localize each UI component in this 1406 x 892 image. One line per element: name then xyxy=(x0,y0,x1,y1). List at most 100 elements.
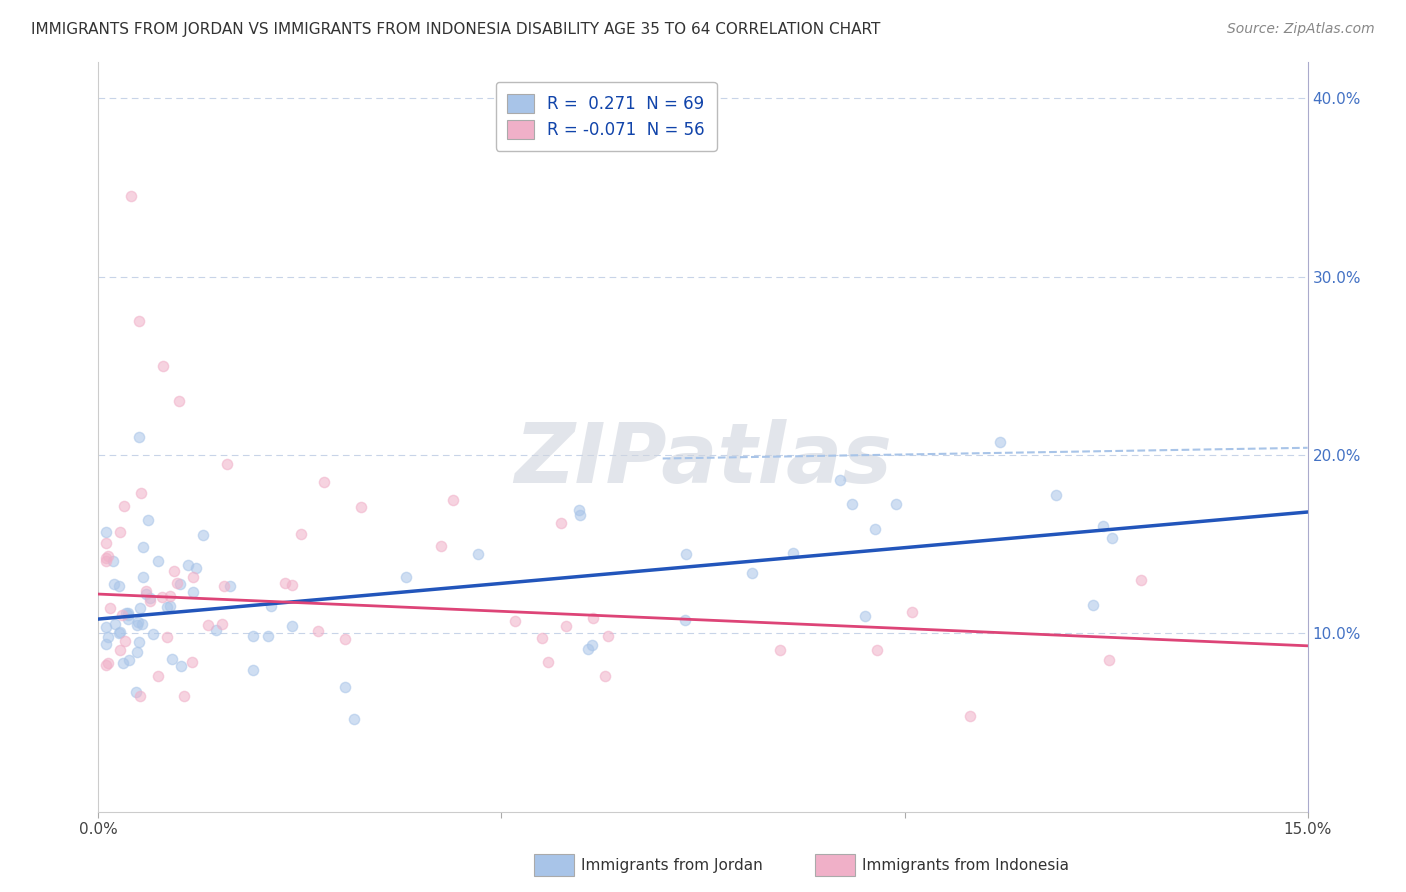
Point xyxy=(576,642,599,657)
Point xyxy=(97,549,120,563)
Point xyxy=(853,608,876,623)
Point xyxy=(395,570,418,584)
Point xyxy=(103,554,125,568)
Point xyxy=(160,652,183,666)
Point xyxy=(159,589,181,603)
Point xyxy=(550,516,572,530)
Point xyxy=(1101,531,1123,545)
Text: Immigrants from Jordan: Immigrants from Jordan xyxy=(581,858,762,872)
Point xyxy=(197,618,219,632)
Point xyxy=(97,630,120,644)
Point xyxy=(841,497,863,511)
Point xyxy=(531,632,554,646)
Point xyxy=(96,550,118,565)
Point xyxy=(828,473,851,487)
Point xyxy=(108,642,131,657)
Point xyxy=(115,606,138,620)
Point xyxy=(110,525,132,540)
Point xyxy=(127,615,149,629)
Point xyxy=(150,590,173,604)
Point xyxy=(350,500,373,515)
Point xyxy=(959,709,981,723)
Point xyxy=(112,499,135,513)
Point xyxy=(212,579,235,593)
Point xyxy=(1083,598,1105,612)
Point xyxy=(132,570,155,584)
Point xyxy=(117,612,139,626)
Point xyxy=(242,629,264,643)
Point xyxy=(128,430,150,444)
Point xyxy=(138,591,160,605)
Point xyxy=(181,585,204,599)
Point xyxy=(152,359,174,373)
Point xyxy=(505,614,527,628)
Point xyxy=(98,601,121,615)
Point xyxy=(567,502,589,516)
Point xyxy=(281,619,304,633)
Point xyxy=(96,619,118,633)
Point xyxy=(273,575,295,590)
Text: Source: ZipAtlas.com: Source: ZipAtlas.com xyxy=(1227,22,1375,37)
Point xyxy=(146,554,169,568)
Point xyxy=(257,629,280,643)
Point xyxy=(782,545,804,559)
Point xyxy=(290,527,312,541)
Point xyxy=(128,689,150,703)
Point xyxy=(129,601,152,615)
Point xyxy=(103,577,125,591)
Point xyxy=(441,492,464,507)
Point xyxy=(96,524,118,539)
Point xyxy=(582,610,605,624)
Point xyxy=(219,579,242,593)
Point xyxy=(169,577,191,591)
Point xyxy=(97,656,120,670)
Point xyxy=(866,643,889,657)
Point xyxy=(108,626,131,640)
Point xyxy=(333,632,356,646)
Point xyxy=(111,608,134,623)
Point xyxy=(170,659,193,673)
Point xyxy=(675,547,697,561)
Point xyxy=(96,554,118,568)
Point xyxy=(129,486,152,500)
Text: ZIPatlas: ZIPatlas xyxy=(515,419,891,500)
Point xyxy=(128,314,150,328)
Point xyxy=(120,189,142,203)
Point xyxy=(569,508,592,523)
Point xyxy=(741,566,763,581)
Point xyxy=(673,613,696,627)
Point xyxy=(333,681,356,695)
Point xyxy=(128,635,150,649)
Text: IMMIGRANTS FROM JORDAN VS IMMIGRANTS FROM INDONESIA DISABILITY AGE 35 TO 64 CORR: IMMIGRANTS FROM JORDAN VS IMMIGRANTS FRO… xyxy=(31,22,880,37)
Point xyxy=(342,713,364,727)
Text: Immigrants from Indonesia: Immigrants from Indonesia xyxy=(862,858,1069,872)
Point xyxy=(901,605,924,619)
Point xyxy=(127,617,149,632)
Point xyxy=(114,633,136,648)
Point xyxy=(96,658,118,673)
Point xyxy=(307,624,329,638)
Point xyxy=(555,619,578,633)
Point xyxy=(104,617,127,632)
Point xyxy=(1045,488,1067,502)
Point xyxy=(167,394,190,409)
Point xyxy=(135,587,157,601)
Point xyxy=(595,669,617,683)
Point xyxy=(467,547,489,561)
Point xyxy=(107,579,129,593)
Point xyxy=(193,527,215,541)
Point xyxy=(180,656,202,670)
Point xyxy=(135,584,157,599)
Point xyxy=(260,599,283,614)
Point xyxy=(142,627,165,641)
Point xyxy=(1130,574,1153,588)
Point xyxy=(166,575,188,590)
Point xyxy=(159,599,181,614)
Point xyxy=(769,642,792,657)
Point xyxy=(173,689,195,703)
Point xyxy=(136,513,159,527)
Point xyxy=(1098,653,1121,667)
Point xyxy=(117,607,139,621)
Point xyxy=(884,497,907,511)
Point xyxy=(156,600,179,615)
